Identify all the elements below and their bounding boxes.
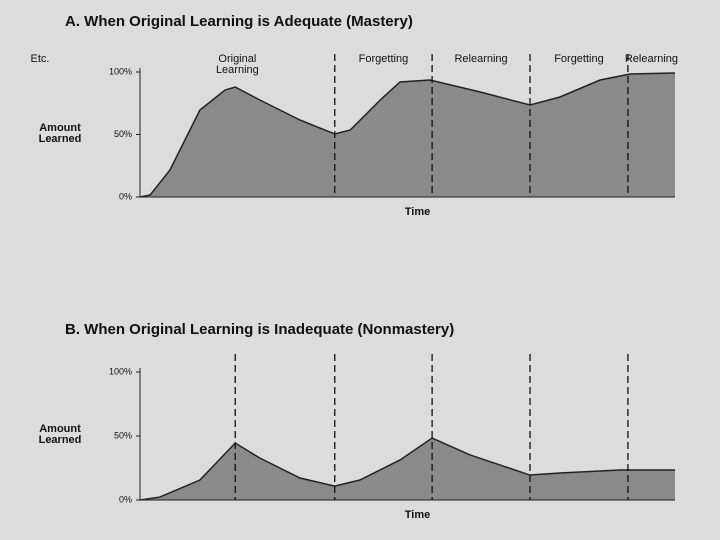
y-tick-label: 50% [114, 129, 132, 139]
y-tick-label: 50% [114, 430, 132, 440]
x-axis-label: Time [405, 509, 430, 521]
y-tick-label: 0% [119, 191, 132, 201]
y-axis-label: Amount Learned [38, 121, 82, 145]
area-line [139, 437, 675, 501]
area-line [139, 72, 676, 198]
phase-label: Etc. [30, 53, 50, 65]
y-axis-label: Amount Learned [38, 423, 82, 446]
phase-label: Forgetting [358, 53, 409, 65]
chart-title: A. When Original Learning is Adequate (M… [65, 13, 413, 30]
y-tick-label: 100% [109, 66, 132, 76]
phase-label: Relearning [454, 53, 508, 65]
y-tick-label: 0% [119, 494, 132, 504]
phase-label: Forgetting [554, 53, 604, 65]
phase-label: Relearning [624, 53, 679, 65]
y-tick-label: 100% [109, 366, 132, 376]
x-axis-label: Time [405, 206, 430, 218]
area-fill [140, 73, 675, 197]
area-fill [140, 438, 675, 500]
chart-title: B. When Original Learning is Inadequate … [65, 321, 454, 338]
phase-label: Original Learning [215, 53, 259, 76]
